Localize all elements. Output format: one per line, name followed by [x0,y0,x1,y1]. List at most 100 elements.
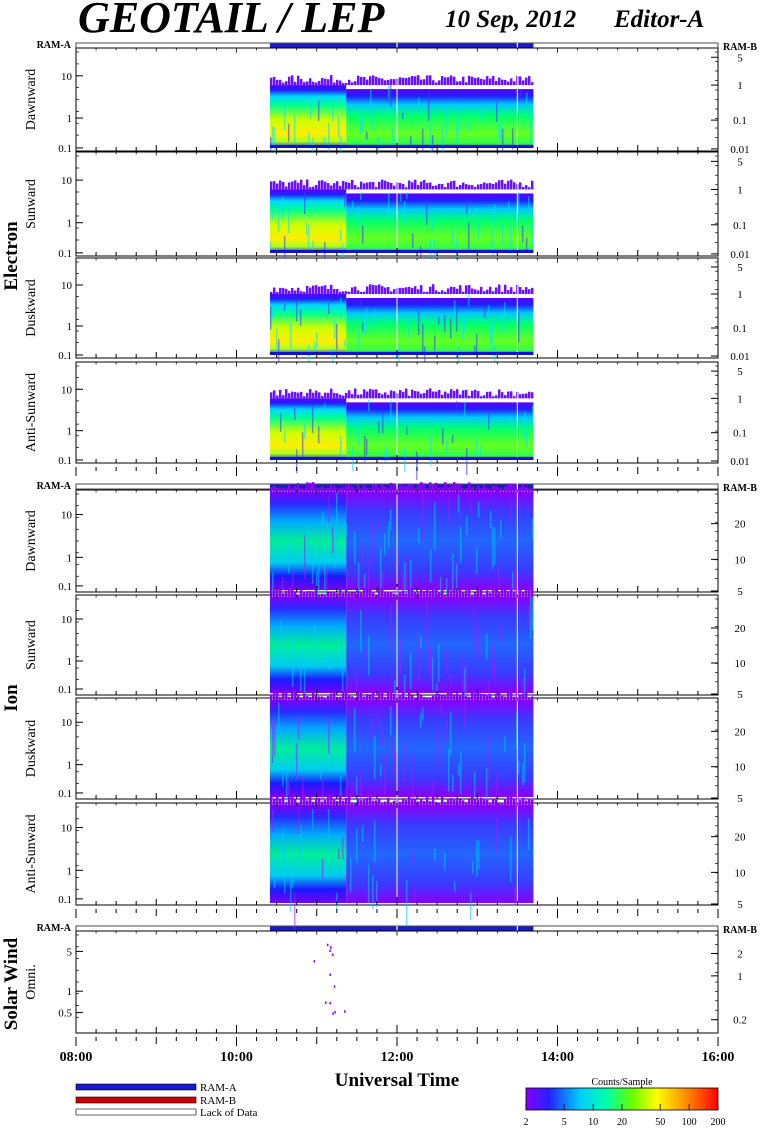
spectrogram-edge [269,392,273,399]
spectrogram-streak [315,332,318,349]
spectrogram-streak [403,562,406,610]
y-tick-label: 10 [61,71,73,83]
spectrogram-streak [283,303,286,311]
spectrogram-edge [302,591,306,597]
spectrogram-edge [446,487,450,492]
spectrogram-streak [331,348,334,368]
spectrogram-edge [284,590,288,597]
spectrogram-edge [455,288,459,294]
status-bar-ram-a [269,926,534,931]
spectrogram-edge [458,81,462,86]
spectrogram-streak [497,126,500,140]
spectrogram-edge [326,795,330,805]
spectrogram-streak [297,807,300,834]
spectrogram-edge [461,592,465,597]
spectrogram-streak [437,316,440,325]
spectrogram-streak [367,399,370,412]
panel-y-label: Omni. [24,964,39,999]
spectrogram-edge [440,695,444,700]
spectrogram-edge [458,184,462,190]
spectrogram-edge [419,588,423,597]
spectrogram-streak [503,736,506,752]
spectrogram-streak [451,230,454,245]
solar-wind-point [326,943,329,947]
spectrogram-streak [491,229,494,256]
spectrogram-edge [404,388,408,399]
spectrogram-edge [485,590,489,597]
spectrogram-streak [365,131,368,140]
spectrogram-edge [449,484,453,492]
spectrogram-edge [389,482,393,492]
right-tick-label: 10 [735,554,747,566]
spectrogram-edge [410,587,414,597]
spectrogram-streak [469,892,472,921]
spectrogram-edge [335,181,339,190]
spectrogram-streak [455,400,458,412]
spectrogram-streak [307,523,310,565]
spectrogram-edge [506,180,510,190]
spectrogram-edge [314,82,318,86]
spectrogram-edge [434,185,438,190]
spectrogram-edge [344,83,348,86]
spectrogram-edge [434,482,438,492]
spectrogram-edge [344,291,348,294]
spectrogram-edge [299,291,303,294]
spectrogram-edge [326,592,330,597]
spectrogram-streak [283,235,286,258]
spectrogram-edge [389,591,393,597]
colorbar-tick-label: 2 [524,1117,529,1128]
spectrogram-edge [443,291,447,294]
spectrogram-streak [457,494,460,514]
spectrogram-edge [338,588,342,597]
spectrogram-streak [381,411,384,434]
spectrogram-edge [386,182,390,190]
spectrogram-edge [479,286,483,294]
spectrogram-edge [392,185,396,190]
spectrogram-streak [339,230,342,241]
spectrogram-edge [314,487,318,492]
spectrogram-edge [317,797,321,805]
spectrogram-edge [365,797,369,805]
right-tick-label: 5 [737,52,743,64]
spectrogram-edge [296,392,300,399]
spectrogram-edge [278,489,282,492]
right-tick-label: 5 [737,586,743,598]
spectrogram-edge [368,695,372,700]
spectrogram-edge [416,184,420,190]
spectrogram-edge [383,80,387,86]
spectrogram-edge [476,486,480,492]
spectrogram-streak [363,313,366,336]
spectrogram-edge [272,587,276,597]
spectrogram-streak [445,649,448,675]
spectrogram-edge [431,587,435,597]
spectrogram-edge [272,181,276,190]
spectrogram-edge [404,696,408,700]
spectrogram-edge [401,391,405,399]
spectrogram-edge [518,800,522,805]
spectrogram-streak [321,777,324,818]
spectrogram-edge [377,284,381,294]
spectrogram-baseline [269,145,534,148]
spectrogram-edge [449,691,453,700]
spectrogram-edge [305,591,309,597]
spectrogram-streak [271,718,274,764]
spectrogram-streak [399,193,402,202]
spectrogram-edge [482,79,486,86]
spectrogram-edge [299,488,303,492]
spectrogram-edge [365,589,369,597]
spectrogram-edge [527,76,531,86]
spectrogram-streak [479,445,482,456]
colorbar: Counts/Sample 2 5 10 20 50 100 200 [524,1077,726,1128]
spectrogram-baseline [269,250,534,253]
spectrogram-streak [337,115,340,137]
spectrogram-edge [305,482,309,492]
spectrogram-edge [341,487,345,492]
spectrogram-streak [495,772,498,819]
spectrogram-edge [335,800,339,805]
spectrogram-edge [284,186,288,190]
y-tick-label: 10 [61,175,73,187]
spectrogram-edge [311,591,315,597]
spectrogram-streak [371,120,374,131]
spectrogram-edge [374,76,378,86]
spectrogram-edge [497,284,501,294]
